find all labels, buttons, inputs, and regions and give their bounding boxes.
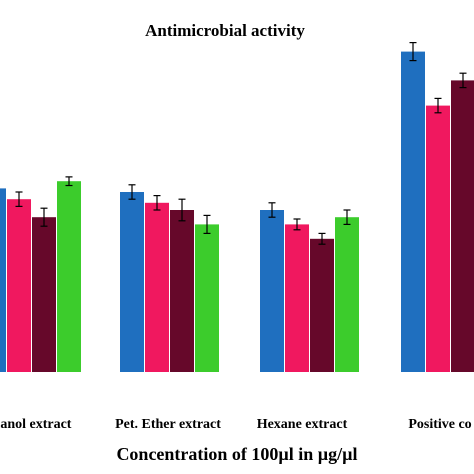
error-bar-3-0	[409, 41, 417, 62]
bar-1-3	[195, 224, 219, 372]
x-tick-label: Pet. Ether extract	[115, 417, 221, 432]
bar-2-1	[285, 224, 309, 372]
bar-1-2	[170, 210, 194, 372]
error-bar-1-0	[128, 184, 136, 200]
x-axis-label: Concentration of 100µl in µg/µl	[116, 444, 357, 464]
bar-1-0	[120, 192, 144, 372]
bar-0-1	[7, 199, 31, 372]
error-bar-3-1	[434, 97, 442, 114]
error-bar-1-2	[178, 198, 186, 222]
bar-2-2	[310, 238, 334, 372]
error-bar-2-2	[318, 232, 326, 245]
error-bar-2-1	[293, 218, 301, 231]
error-bar-0-3	[65, 176, 73, 187]
bar-0-0	[0, 188, 6, 372]
error-bar-1-1	[153, 195, 161, 211]
error-bar-0-1	[15, 191, 23, 207]
error-bar-2-3	[343, 209, 351, 225]
x-tick-label: Positive co	[408, 417, 471, 432]
error-bar-3-2	[459, 72, 467, 89]
chart-title: Antimicrobial activity	[145, 21, 305, 40]
bar-1-1	[145, 202, 169, 372]
tick-labels: hanol extract Pet. Ether extract Hexane ex…	[0, 417, 472, 432]
bar-0-3	[57, 181, 81, 372]
x-tick-label: Hexane extract	[257, 417, 348, 432]
bar-3-1	[426, 105, 450, 372]
bar-3-0	[401, 51, 425, 372]
x-tick-label: hanol extract	[0, 417, 72, 432]
bar-2-3	[335, 217, 359, 372]
error-bar-2-0	[268, 202, 276, 218]
bar-0-2	[32, 217, 56, 372]
bars-layer	[0, 41, 474, 373]
error-bar-0-2	[40, 207, 48, 227]
bar-3-2	[451, 80, 474, 373]
error-bar-1-3	[203, 214, 211, 234]
bar-2-0	[260, 210, 284, 372]
